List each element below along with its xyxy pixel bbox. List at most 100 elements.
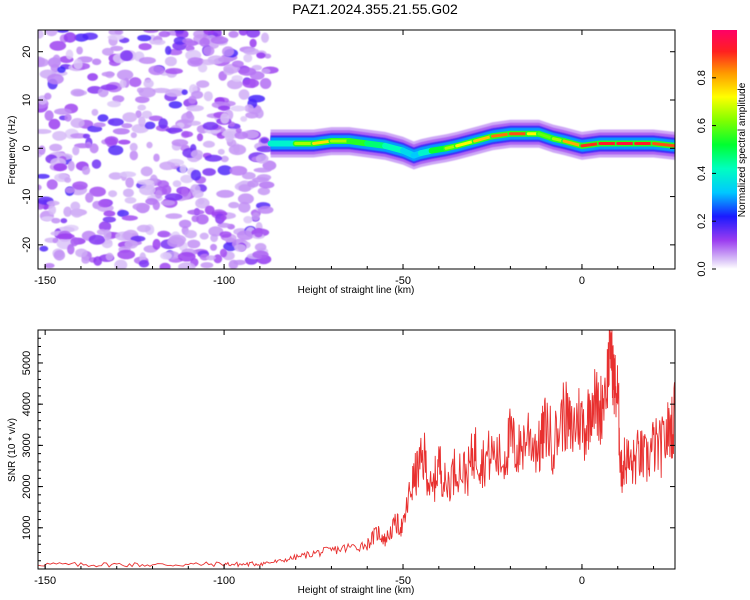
y-tick-label: 0 — [21, 145, 33, 151]
noise-blob — [129, 77, 142, 88]
noise-blob — [108, 145, 124, 156]
ridge-core — [312, 139, 333, 145]
noise-blob — [93, 122, 106, 128]
noise-blob — [251, 212, 260, 221]
x-tick-label: -100 — [213, 275, 235, 287]
noise-blob — [171, 139, 189, 147]
noise-blob — [228, 144, 247, 156]
noise-blob — [63, 206, 72, 217]
noise-blob — [38, 145, 46, 155]
noise-blob — [190, 169, 202, 181]
noise-blob — [210, 243, 217, 251]
noise-blob — [47, 73, 64, 85]
ridge-core — [652, 141, 675, 148]
y-tick-label: 20 — [21, 46, 33, 58]
x-tick-label: -50 — [395, 575, 411, 587]
snr-panel: -150 -100 -50 0 1000 2000 3000 4000 5000 Height … — [7, 329, 676, 596]
noise-blob — [138, 87, 156, 98]
noise-blob — [56, 30, 69, 33]
noise-blob — [138, 57, 156, 64]
noise-blob — [137, 179, 155, 185]
x-tick-label: 0 — [579, 575, 585, 587]
noise-blob — [104, 136, 119, 146]
noise-blob — [186, 105, 204, 112]
noise-blob — [138, 43, 152, 51]
y-tick-label: -10 — [21, 189, 33, 205]
ridge-core — [455, 139, 477, 148]
noise-blob — [91, 58, 102, 66]
bottom-axis-ticks: -150 -100 -50 0 1000 2000 3000 4000 5000 — [21, 329, 675, 587]
noise-blob — [243, 216, 253, 224]
noise-blob — [131, 123, 149, 134]
noise-blob — [254, 243, 267, 252]
noise-blob — [242, 78, 260, 89]
y-tick-label: 10 — [21, 94, 33, 106]
ridge-core — [383, 144, 405, 153]
noise-blob — [165, 68, 183, 75]
noise-blob — [91, 159, 102, 169]
noise-blob — [74, 33, 89, 42]
noise-blob — [45, 30, 58, 37]
noise-blob — [190, 149, 203, 159]
noise-blob — [118, 139, 131, 145]
noise-blob — [65, 187, 75, 194]
noise-blob — [137, 34, 152, 42]
colorbar-tick-label: 0.2 — [696, 214, 708, 229]
noise-blob — [218, 56, 234, 63]
noise-blob — [135, 96, 150, 104]
noise-blob — [232, 60, 244, 68]
noise-blob — [261, 32, 269, 43]
noise-blob — [220, 112, 230, 124]
noise-blob — [256, 145, 274, 153]
noise-blob — [138, 259, 150, 268]
noise-blob — [38, 184, 42, 191]
noise-blob — [164, 193, 183, 201]
noise-blob — [117, 249, 136, 260]
noise-blob — [160, 252, 172, 260]
noise-blob — [51, 217, 61, 224]
noise-blob — [257, 187, 271, 196]
noise-blob — [192, 190, 204, 198]
y-tick-label: 4000 — [21, 392, 33, 416]
noise-blob — [38, 56, 46, 67]
noise-blob — [181, 187, 189, 197]
noise-blob — [119, 79, 127, 89]
noise-blob — [76, 46, 83, 55]
noise-blob — [208, 226, 224, 237]
noise-blob — [217, 165, 233, 176]
noise-blob — [252, 250, 269, 259]
noise-blob — [197, 63, 208, 73]
noise-blob — [70, 237, 79, 247]
colorbar-label: Normalized spectral amplitude — [737, 82, 748, 217]
noise-blob — [203, 45, 215, 56]
noise-blob — [46, 200, 60, 206]
noise-blob — [81, 255, 90, 264]
noise-blob — [49, 143, 63, 152]
noise-blob — [249, 71, 265, 80]
noise-blob — [93, 256, 103, 266]
noise-blob — [101, 71, 115, 77]
noise-blob — [253, 167, 272, 173]
noise-blob — [123, 188, 134, 198]
noise-blob — [165, 213, 183, 219]
noise-blob — [181, 89, 188, 95]
noise-blob — [172, 180, 182, 188]
noise-blob — [153, 153, 160, 162]
noise-blob — [124, 240, 138, 249]
noise-blob — [70, 118, 85, 128]
ridge-band — [270, 127, 675, 162]
noise-blob — [67, 160, 75, 172]
noise-blob — [100, 84, 118, 91]
top-plot-frame — [37, 29, 676, 270]
noise-blob — [112, 95, 125, 103]
noise-blob — [234, 131, 249, 140]
noise-blob — [52, 237, 59, 244]
noise-blob — [107, 100, 121, 108]
noise-blob — [38, 129, 52, 134]
noise-blob — [46, 179, 58, 190]
ridge-core — [473, 134, 494, 143]
noise-blob — [102, 47, 114, 56]
noise-blob — [54, 108, 72, 115]
noise-blob — [165, 127, 183, 133]
